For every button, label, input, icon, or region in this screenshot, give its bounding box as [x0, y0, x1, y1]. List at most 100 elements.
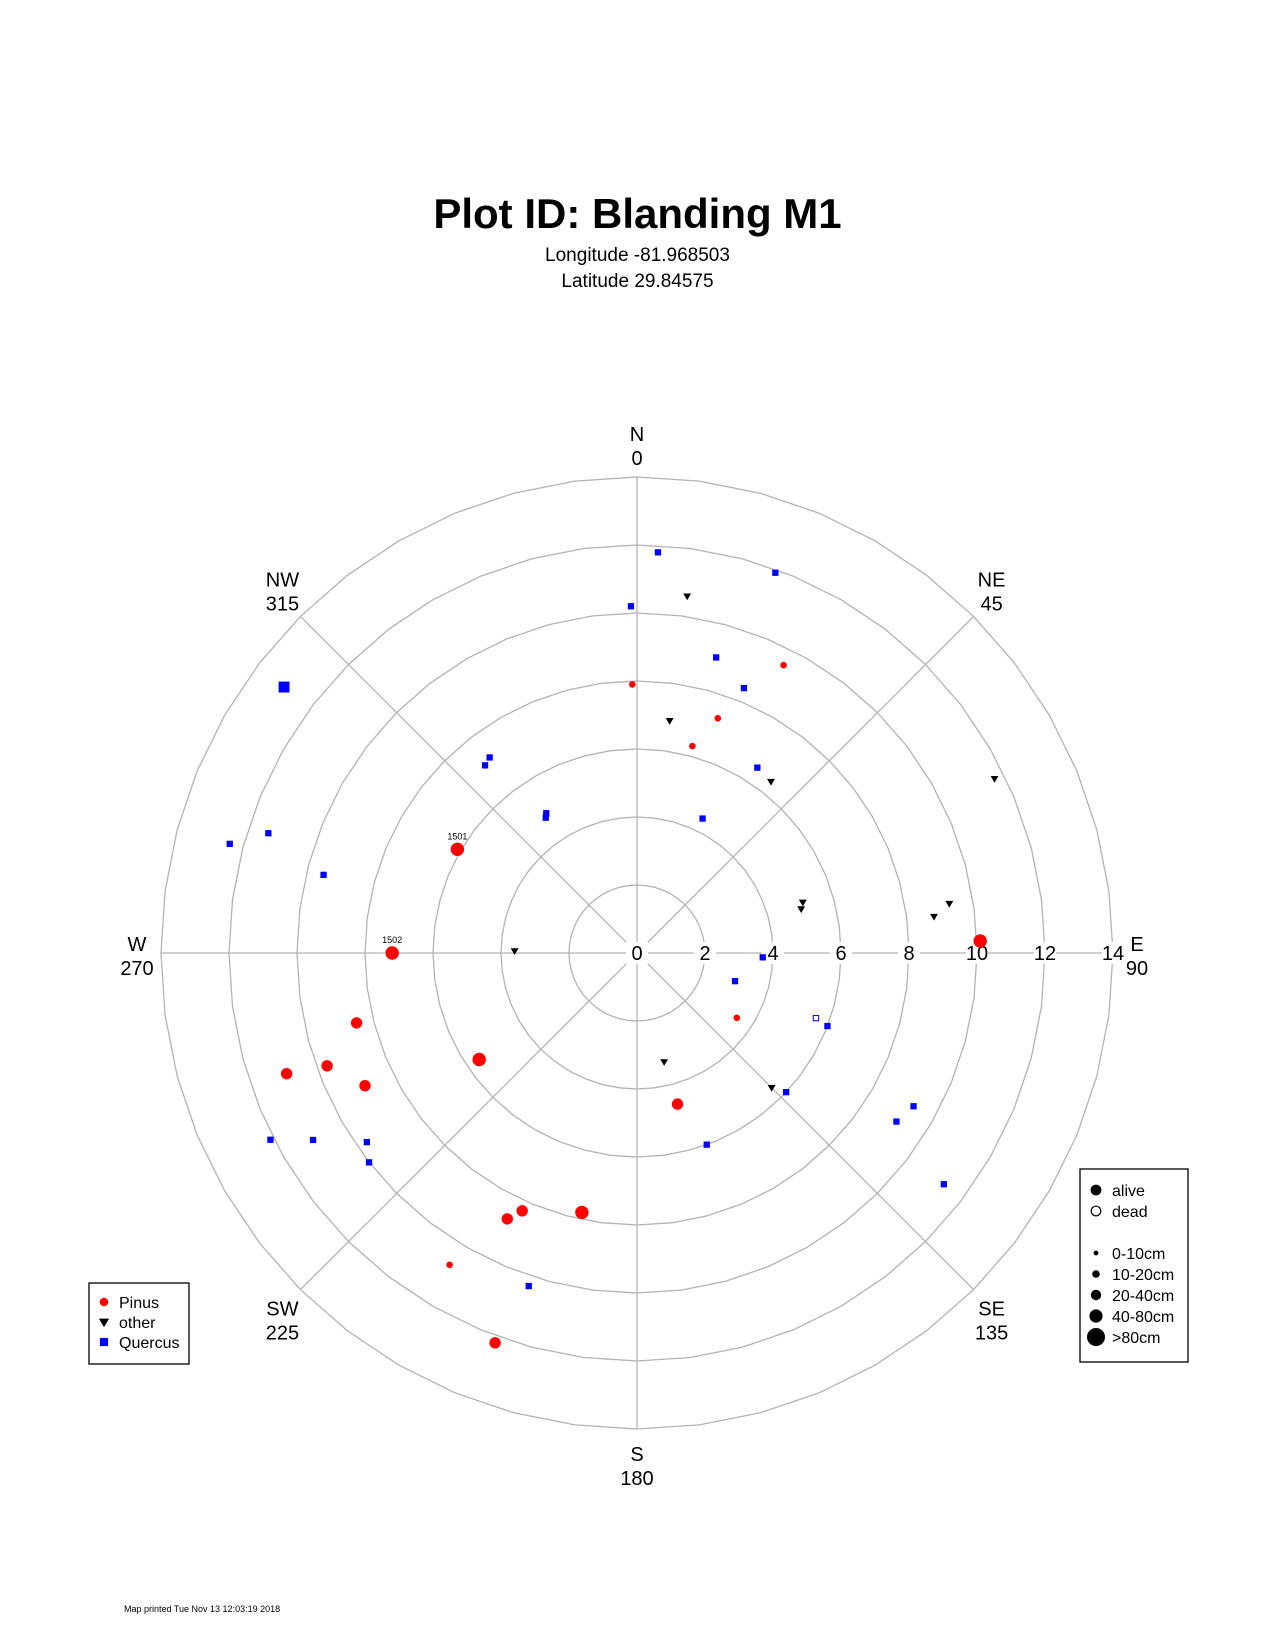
- tree-point-pinus: [359, 1080, 371, 1092]
- species-legend: Pinus other Quercus: [88, 1282, 190, 1365]
- tree-point-quercus: [481, 762, 489, 769]
- tree-point-quercus: [525, 1282, 532, 1290]
- legend-size-marker: [1092, 1270, 1100, 1278]
- tree-point-quercus: [910, 1103, 917, 1110]
- direction-label-nw: NW: [266, 569, 299, 591]
- radius-tick-label: 8: [903, 943, 914, 965]
- tree-point-pinus: [472, 1052, 486, 1067]
- radius-tick-label: 0: [631, 943, 642, 965]
- tree-point-quercus: [740, 685, 748, 692]
- tick-label-bg: [626, 942, 648, 964]
- tree-point-other: [798, 899, 807, 907]
- tree-id-label: 1501: [447, 831, 467, 841]
- tick-label-bg: [694, 942, 716, 964]
- legend-size-marker: [1090, 1289, 1102, 1301]
- direction-label-n: N: [630, 424, 644, 446]
- tree-point-pinus: [629, 681, 636, 688]
- tree-point-pinus: [733, 1014, 741, 1022]
- tree-point-pinus: [501, 1213, 513, 1225]
- tree-point-pinus: [780, 661, 787, 669]
- tree-point-other: [945, 900, 954, 908]
- legend-size-marker: [1087, 1328, 1105, 1346]
- tree-point-pinus: [516, 1205, 528, 1217]
- tree-point-quercus: [309, 1136, 317, 1144]
- tree-point-quercus: [363, 1139, 371, 1146]
- legend-size-label: 20-40cm: [1112, 1288, 1174, 1305]
- tick-label-bg: [762, 942, 784, 964]
- tree-point-quercus: [754, 764, 761, 771]
- latitude-subtitle: Latitude 29.84575: [561, 271, 714, 292]
- grid-spoke: [636, 952, 975, 1291]
- tree-point-other: [683, 593, 692, 601]
- legend-label-other: other: [119, 1315, 156, 1332]
- legend-status-label: dead: [1112, 1204, 1148, 1221]
- legend-size-label: 40-80cm: [1112, 1309, 1174, 1326]
- tree-point-quercus: [772, 569, 779, 576]
- tree-point-other: [660, 1059, 669, 1066]
- tree-point-quercus: [703, 1141, 710, 1148]
- radius-tick-label: 6: [835, 943, 846, 965]
- legend-size-marker: [1093, 1250, 1099, 1256]
- tree-point-quercus: [699, 815, 706, 822]
- direction-degrees-s: 180: [620, 1468, 653, 1490]
- legend-label-quercus: Quercus: [119, 1335, 179, 1352]
- tree-point-other: [510, 948, 519, 955]
- legend-label-pinus: Pinus: [119, 1295, 159, 1312]
- tree-point-pinus: [689, 742, 696, 750]
- legend-marker-pinus: [99, 1297, 109, 1307]
- legend-status-label: alive: [1112, 1183, 1145, 1200]
- tree-point-quercus: [812, 1015, 820, 1022]
- tree-point-quercus: [713, 654, 720, 661]
- tree-point-quercus: [226, 840, 233, 848]
- tree-point-quercus: [654, 549, 662, 556]
- tree-point-pinus: [489, 1337, 501, 1349]
- tree-point-pinus: [714, 715, 722, 722]
- direction-label-se: SE: [978, 1299, 1005, 1321]
- legend-size-label: 10-20cm: [1112, 1267, 1174, 1284]
- direction-degrees-w: 270: [120, 958, 153, 980]
- legend-status-marker: [1090, 1205, 1102, 1217]
- tick-label-bg: [1034, 942, 1056, 964]
- direction-degrees-ne: 45: [980, 593, 1002, 615]
- longitude-subtitle: Longitude -81.968503: [545, 245, 730, 266]
- radius-tick-label: 12: [1034, 943, 1056, 965]
- direction-label-e: E: [1130, 934, 1143, 956]
- tree-point-quercus: [265, 830, 272, 837]
- tree-point-quercus: [627, 603, 635, 610]
- legend-size-label: 0-10cm: [1112, 1246, 1165, 1263]
- direction-label-s: S: [630, 1444, 643, 1466]
- tree-point-quercus: [893, 1118, 900, 1125]
- tree-points: 1502 1501: [226, 549, 999, 1349]
- tree-point-pinus: [280, 1068, 293, 1080]
- tree-point-other: [665, 718, 674, 725]
- radius-tick-label: 10: [966, 943, 988, 965]
- tree-point-pinus: [575, 1205, 589, 1220]
- status-size-legend: alive dead 0-10cm 10-20cm 20-40cm 40-80cm >80c…: [1079, 1168, 1189, 1363]
- direction-degrees-sw: 225: [266, 1323, 299, 1345]
- grid-spoke: [299, 615, 638, 954]
- tree-point-pinus: [350, 1017, 363, 1029]
- radius-tick-label: 4: [767, 943, 778, 965]
- tree-point-quercus: [731, 978, 739, 985]
- tree-point-other: [797, 906, 806, 914]
- plot-title: Plot ID: Blanding M1: [433, 190, 842, 237]
- radius-tick-label: 2: [699, 943, 710, 965]
- tree-point-other: [930, 913, 938, 921]
- tree-point-pinus: [446, 1261, 453, 1269]
- tree-id-label: 1502: [382, 935, 402, 945]
- direction-label-w: W: [128, 934, 147, 956]
- tree-point-quercus: [940, 1181, 948, 1188]
- tick-label-bg: [830, 942, 852, 964]
- tree-point-quercus: [278, 681, 290, 693]
- legend-status-marker: [1090, 1184, 1102, 1196]
- tree-point-quercus: [365, 1159, 373, 1166]
- direction-degrees-n: 0: [631, 448, 642, 470]
- tree-point-pinus: [671, 1098, 684, 1110]
- tick-label-bg: [898, 942, 920, 964]
- tree-point-other: [767, 778, 775, 786]
- polar-grid: [160, 476, 1114, 1430]
- grid-spoke: [636, 615, 975, 954]
- tree-point-pinus: [450, 842, 465, 856]
